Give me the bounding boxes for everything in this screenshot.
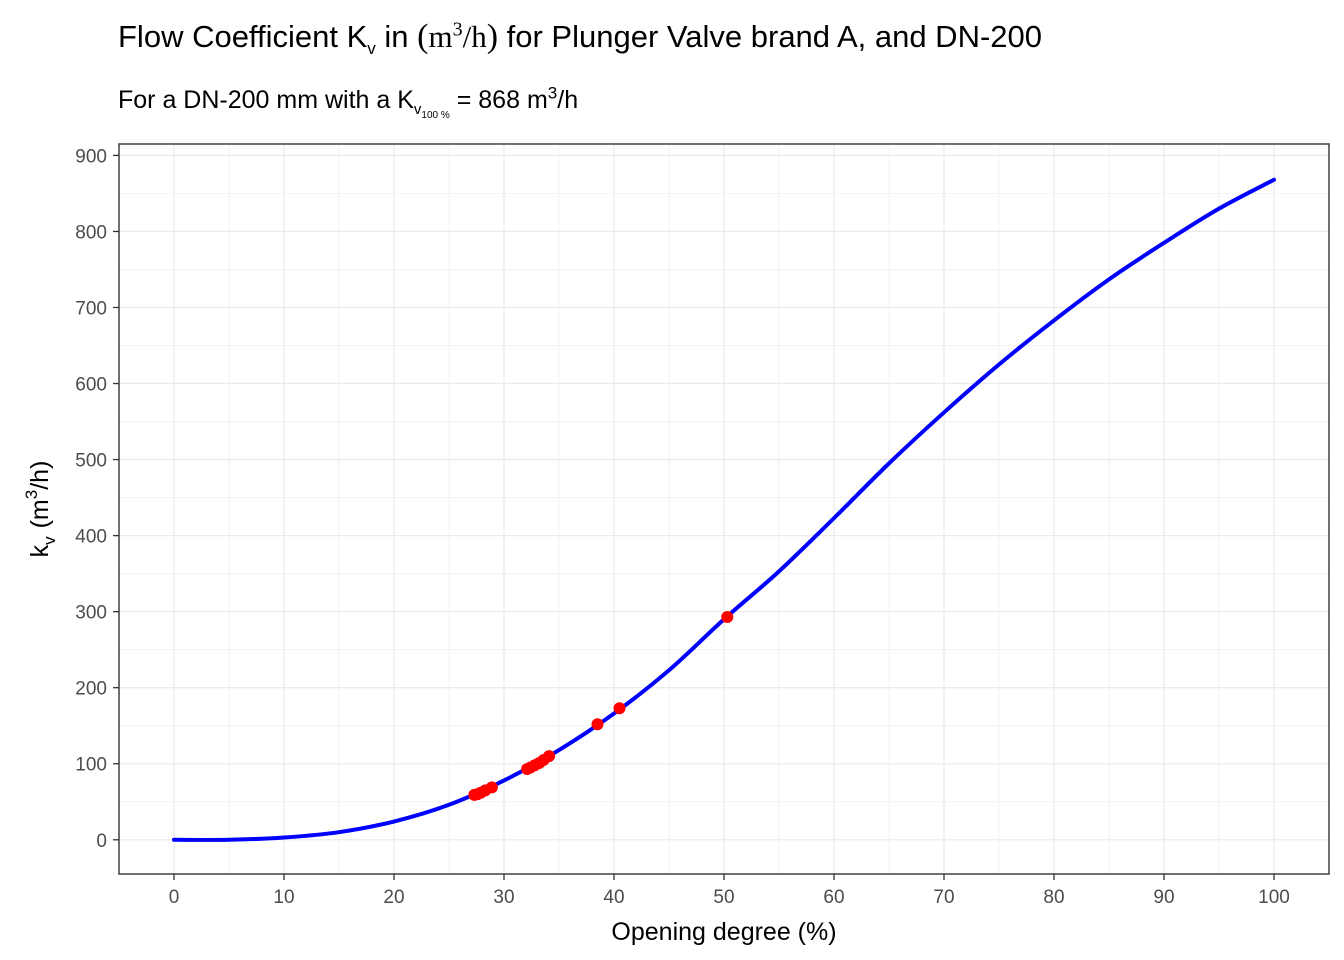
y-tick-label: 900 <box>75 146 107 167</box>
y-title-unit-sup: 3 <box>22 490 41 499</box>
subtitle-subsub: 100 % <box>421 110 450 121</box>
x-tick-label: 70 <box>933 887 954 908</box>
subtitle-unit-sup: 3 <box>547 83 558 103</box>
y-axis-title: kv (m3/h) <box>22 461 59 558</box>
title-unit-sup: 3 <box>452 18 463 41</box>
subtitle-unit-rest: /h <box>557 86 579 114</box>
subtitle-unit-base: m <box>520 86 548 114</box>
y-title-unit-open: (m <box>26 499 54 528</box>
series-layer <box>172 177 1276 842</box>
y-tick-label: 700 <box>75 298 107 319</box>
x-tick-label: 90 <box>1153 887 1174 908</box>
title-close-paren: ) <box>486 18 499 55</box>
title-mid: in <box>375 19 418 54</box>
y-tick-label: 600 <box>75 375 107 396</box>
subtitle-value: 868 <box>478 86 520 114</box>
y-title-unit-close: /h) <box>26 461 54 490</box>
chart-subtitle: For a DN-200 mm with a Kv100 % = 868 m3/… <box>118 83 579 121</box>
y-tick-label: 500 <box>75 451 107 472</box>
x-tick-label: 80 <box>1043 887 1064 908</box>
y-tick-label: 400 <box>75 527 107 548</box>
title-prefix: Flow Coefficient K <box>118 19 368 54</box>
x-tick-label: 50 <box>713 887 734 908</box>
x-tick-label: 20 <box>383 887 404 908</box>
x-tick-label: 10 <box>273 887 294 908</box>
subtitle-sub: v100 % <box>413 101 450 121</box>
data-point <box>591 718 604 731</box>
title-unit-base: m <box>428 19 453 54</box>
title-sub: v <box>367 39 376 59</box>
y-tick-label: 800 <box>75 222 107 243</box>
y-tick-label: 300 <box>75 603 107 624</box>
y-axis: 0 100 200 300 400 500 600 700 800 900 <box>75 146 119 852</box>
subtitle-eq: = <box>449 86 479 114</box>
title-open-paren: ( <box>417 18 429 55</box>
x-tick-label: 30 <box>493 887 514 908</box>
y-tick-label: 100 <box>75 755 107 776</box>
data-point <box>721 610 734 623</box>
data-point <box>485 781 498 794</box>
y-tick-label: 200 <box>75 679 107 700</box>
x-tick-label: 100 <box>1258 887 1290 908</box>
x-tick-label: 0 <box>169 887 180 908</box>
subtitle-prefix: For a DN-200 mm with a K <box>118 86 414 114</box>
x-axis-title: Opening degree (%) <box>611 918 836 946</box>
subtitle-sub-letter: v <box>413 101 422 118</box>
data-point <box>613 702 626 715</box>
y-title-sub: v <box>40 536 59 545</box>
x-tick-label: 40 <box>603 887 624 908</box>
y-tick-label: 0 <box>96 831 107 852</box>
title-unit-rest: /h <box>462 19 487 54</box>
major-grid <box>119 144 1329 874</box>
chart-title: Flow Coefficient Kv in (m3/h) for Plunge… <box>118 18 1042 59</box>
x-axis: 0 10 20 30 40 50 60 70 80 90 100 <box>169 874 1290 908</box>
x-tick-label: 60 <box>823 887 844 908</box>
y-title-base: k <box>26 544 54 557</box>
kv-curve-line <box>172 177 1276 842</box>
title-suffix: for Plunger Valve brand A, and DN-200 <box>498 19 1042 54</box>
data-point <box>543 750 556 763</box>
